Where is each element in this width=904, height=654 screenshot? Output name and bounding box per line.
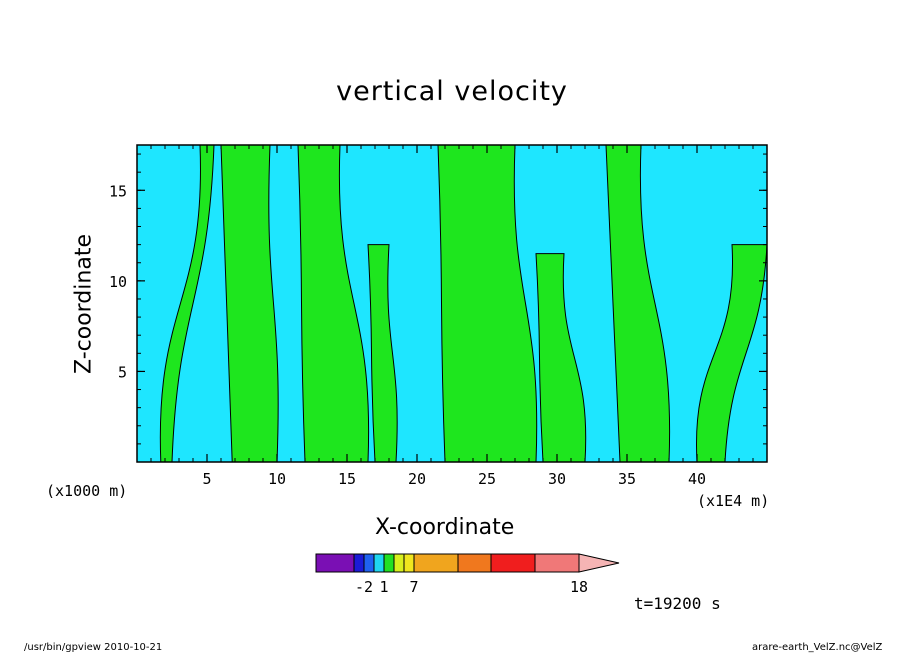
x-tick-label-10: 10 bbox=[268, 470, 286, 488]
colorbar-bin-3 bbox=[363, 553, 375, 573]
x-tick-label-20: 20 bbox=[408, 470, 426, 488]
colorbar-bin-5 bbox=[383, 553, 395, 573]
colorbar-bin-11 bbox=[534, 553, 580, 573]
y-axis-label: Z-coordinate bbox=[71, 234, 97, 374]
x-tick-label-5: 5 bbox=[202, 470, 211, 488]
positive-band-1 bbox=[159, 145, 215, 462]
colorbar: -2 1 7 18 bbox=[315, 553, 620, 596]
x-tick-label-35: 35 bbox=[618, 470, 636, 488]
colorbar-bin-8 bbox=[413, 553, 459, 573]
colorbar-bin-4 bbox=[373, 553, 385, 573]
x-tick-label-40: 40 bbox=[688, 470, 706, 488]
positive-band-8 bbox=[695, 244, 767, 462]
x-tick-label-25: 25 bbox=[478, 470, 496, 488]
x-axis: 5 10 15 20 25 30 35 40 bbox=[150, 145, 754, 488]
colorbar-bin-7 bbox=[403, 553, 415, 573]
footer-left: /usr/bin/gpview 2010-10-21 bbox=[24, 642, 163, 653]
positive-band-4 bbox=[367, 244, 398, 462]
x-tick-label-30: 30 bbox=[548, 470, 566, 488]
y-tick-label-5: 5 bbox=[118, 363, 127, 381]
colorbar-bin-6 bbox=[393, 553, 405, 573]
colorbar-bin-1 bbox=[315, 553, 355, 573]
chart-title: vertical velocity bbox=[336, 76, 568, 107]
y-tick-label-10: 10 bbox=[109, 273, 127, 291]
colorbar-bin-2 bbox=[353, 553, 365, 573]
colorbar-label-4: 18 bbox=[570, 578, 588, 596]
positive-band-6 bbox=[535, 253, 587, 462]
colorbar-label-3: 7 bbox=[409, 578, 418, 596]
colorbar-label-1: -2 bbox=[355, 578, 373, 596]
x-axis-label: X-coordinate bbox=[375, 515, 515, 540]
colorbar-bin-9 bbox=[457, 553, 492, 573]
x-axis-unit-left: (x1000 m) bbox=[46, 482, 128, 500]
x-tick-label-15: 15 bbox=[338, 470, 356, 488]
time-label: t=19200 s bbox=[634, 594, 721, 613]
y-tick-label-15: 15 bbox=[109, 182, 127, 200]
velocity-field bbox=[137, 145, 767, 462]
y-axis: 5 10 15 bbox=[109, 153, 767, 445]
colorbar-bin-10 bbox=[490, 553, 536, 573]
footer-right: arare-earth_VelZ.nc@VelZ bbox=[752, 642, 883, 653]
colorbar-extend-arrow bbox=[578, 553, 620, 573]
plot-frame bbox=[136, 144, 768, 463]
colorbar-label-2: 1 bbox=[379, 578, 388, 596]
x-axis-unit-right: (x1E4 m) bbox=[697, 492, 770, 510]
